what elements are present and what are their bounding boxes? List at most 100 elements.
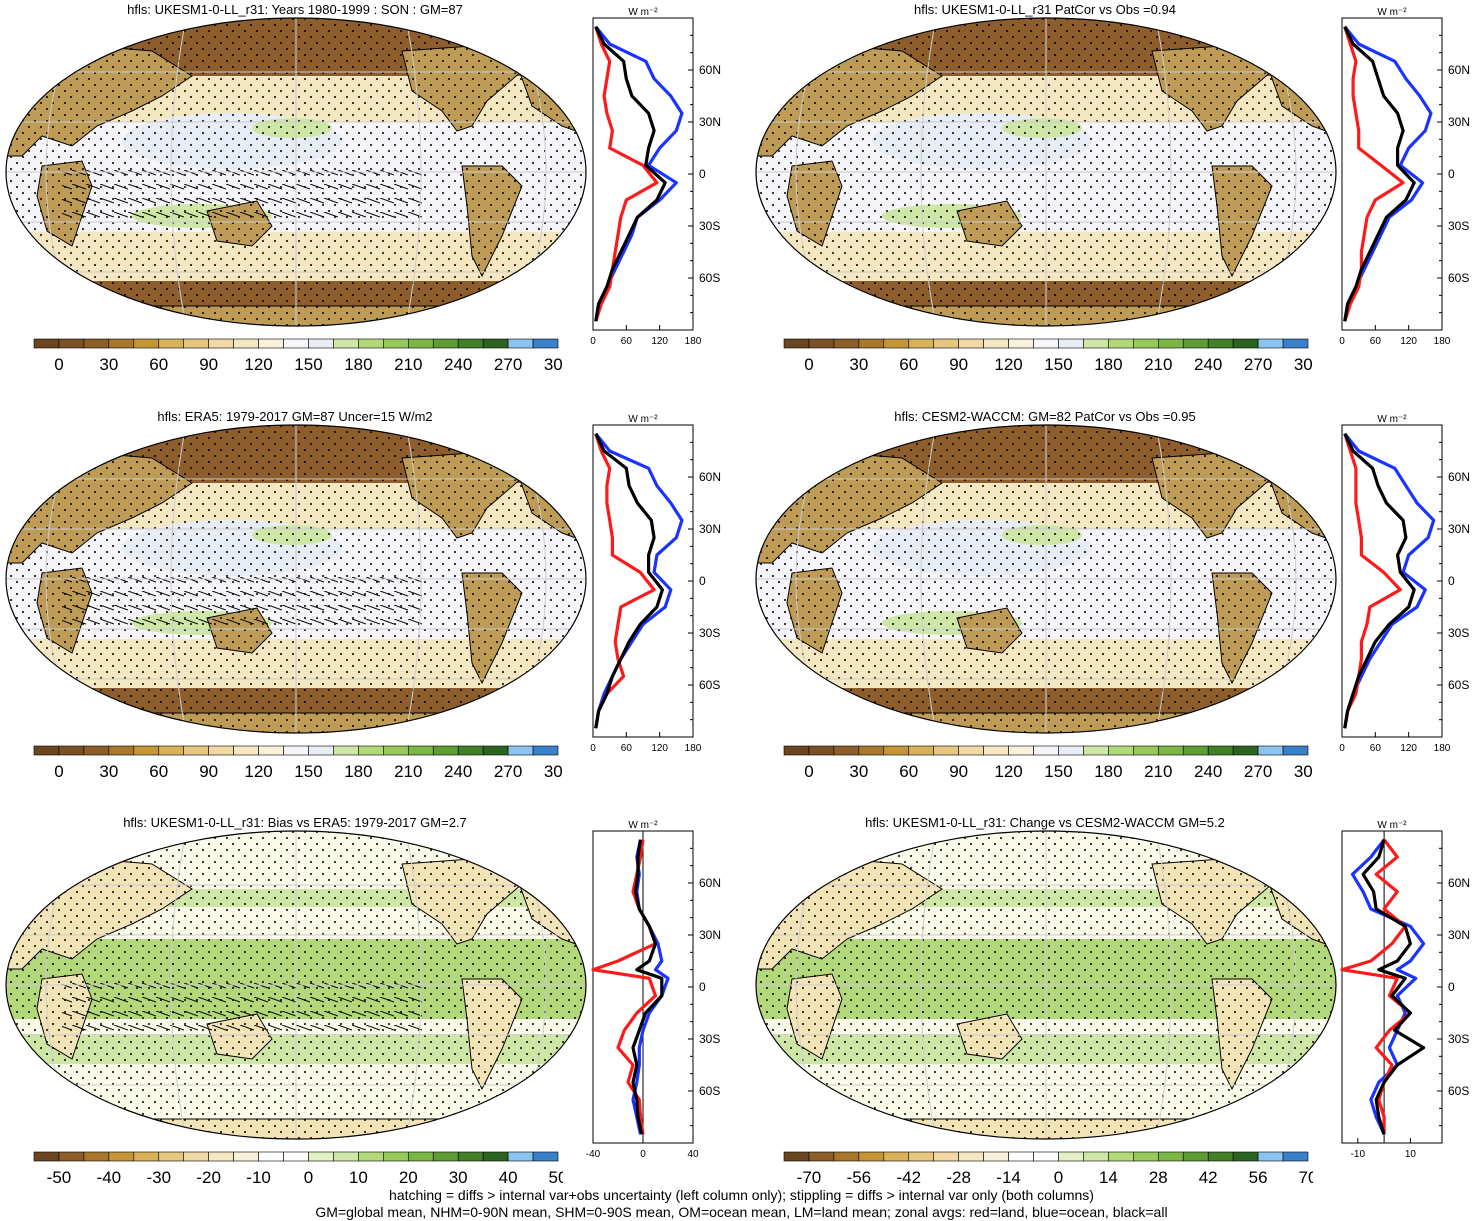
panel-title: hfls: CESM2-WACCM: GM=82 PatCor vs Obs =… [894,409,1196,424]
colorbar-label: 210 [394,355,422,374]
all-zonal-line [1343,433,1416,729]
value-tick-label: 60 [621,743,633,754]
lat-tick-label: 30S [1448,219,1469,233]
zonal-unit-label: W m⁻² [1377,820,1407,831]
colorbar-label: 30 [449,1168,468,1187]
colorbar-swatch [808,745,835,756]
colorbar-swatch [158,338,185,349]
colorbar-label: 70 [1299,1168,1313,1187]
colorbar-swatch [1232,1151,1259,1162]
lat-tick-label: 30N [699,522,721,536]
colorbar-label: 210 [1144,355,1172,374]
colorbar-label: 180 [344,762,372,781]
colorbar: 0 30 60 90 120 150 180 210 240 270 300 [33,745,563,781]
lat-tick-label: 30S [1448,1032,1469,1046]
all-zonal-line [594,26,667,322]
colorbar-label: 0 [804,762,813,781]
colorbar-label: 300 [1294,762,1313,781]
colorbar-label: -14 [996,1168,1021,1187]
colorbar-swatch [58,338,85,349]
colorbar-swatch [108,338,135,349]
colorbar-label: 0 [1054,1168,1063,1187]
colorbar-swatch [33,338,60,349]
colorbar-swatch [482,745,509,756]
colorbar-swatch [507,745,534,756]
colorbar: 0 30 60 90 120 150 180 210 240 270 300 [33,338,563,374]
colorbar-swatch [1182,1151,1209,1162]
lat-tick-label: 60N [1448,876,1470,890]
colorbar-label: 180 [1094,355,1122,374]
colorbar-swatch [308,338,334,349]
value-tick-label: 40 [687,1149,699,1160]
colorbar-swatch [1083,1151,1109,1162]
colorbar-swatch [1157,1151,1184,1162]
value-tick-label: 10 [1405,1149,1417,1160]
colorbar-label: -40 [97,1168,122,1187]
colorbar-label: 240 [444,762,472,781]
colorbar-swatch [958,338,984,349]
world-map-panel [5,17,587,327]
zonal-average-plot: W m⁻² 60N 30N 0 30S 60S 0 60 120 180 [590,7,721,347]
ocean-zonal-line [594,25,684,322]
all-zonal-line [1361,839,1426,1135]
colorbar-swatch [783,1151,810,1162]
colorbar-swatch [183,338,209,349]
colorbar-swatch [1033,338,1059,349]
map-border [755,424,1337,734]
colorbar-swatch [1282,338,1309,349]
colorbar-swatch [407,745,434,756]
colorbar-label: 60 [149,355,168,374]
all-zonal-line [631,839,664,1135]
colorbar-swatch [258,338,284,349]
colorbar-swatch [983,1151,1009,1162]
colorbar-label: 240 [1194,355,1222,374]
lat-tick-label: 0 [699,980,706,994]
value-tick-label: -40 [586,1149,601,1160]
colorbar-swatch [1257,1151,1284,1162]
value-tick-label: 60 [1370,336,1382,347]
colorbar-swatch [883,745,910,756]
map-border [5,830,587,1140]
colorbar-label: 50 [549,1168,563,1187]
colorbar-label: 0 [304,1168,313,1187]
zonal-unit-label: W m⁻² [1377,7,1407,18]
footer-legend-note: GM=global mean, NHM=0-90N mean, SHM=0-90… [315,1204,1168,1220]
colorbar-swatch [133,745,160,756]
colorbar-label: 120 [244,355,272,374]
colorbar-label: 10 [349,1168,368,1187]
colorbar-swatch [407,338,434,349]
lat-tick-label: 60N [699,470,721,484]
colorbar-swatch [883,1151,910,1162]
colorbar-swatch [1083,338,1109,349]
colorbar-label: 150 [294,355,322,374]
colorbar-label: -28 [946,1168,971,1187]
colorbar-label: 120 [994,355,1022,374]
panel-title: hfls: ERA5: 1979-2017 GM=87 Uncer=15 W/m… [157,409,433,424]
colorbar-swatch [1257,338,1284,349]
zonal-unit-label: W m⁻² [628,414,658,425]
colorbar-label: 90 [199,355,218,374]
map-border [5,17,587,327]
lat-tick-label: 60N [699,63,721,77]
colorbar-swatch [908,745,935,756]
colorbar-swatch [833,745,860,756]
colorbar-label: 300 [544,762,563,781]
colorbar-swatch [808,1151,835,1162]
zonal-average-plot: W m⁻² 60N 30N 0 30S 60S 0 60 120 180 [590,414,721,754]
lat-tick-label: 0 [1448,980,1455,994]
zonal-average-plot: W m⁻² 60N 30N 0 30S 60S -10 10 [1340,820,1470,1160]
value-tick-label: 0 [1339,743,1345,754]
colorbar-swatch [1058,1151,1084,1162]
colorbar-swatch [783,338,810,349]
colorbar-label: 30 [849,762,868,781]
colorbar-label: 0 [54,762,63,781]
colorbar-swatch [457,338,484,349]
colorbar-swatch [1232,745,1259,756]
colorbar-swatch [1008,1151,1034,1162]
value-tick-label: 120 [1400,743,1417,754]
colorbar-label: 30 [849,355,868,374]
lat-tick-label: 30S [1448,626,1469,640]
colorbar-swatch [1207,338,1234,349]
colorbar-swatch [908,1151,935,1162]
colorbar-swatch [258,745,284,756]
